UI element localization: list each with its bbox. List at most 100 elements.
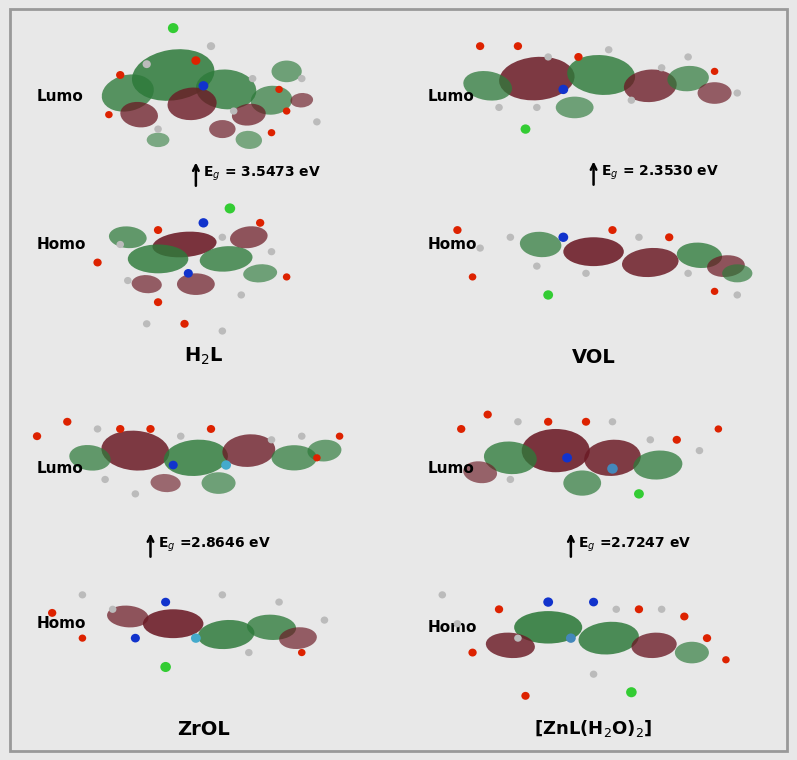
Circle shape <box>222 461 231 470</box>
Ellipse shape <box>308 440 341 461</box>
Circle shape <box>218 591 226 598</box>
Circle shape <box>634 605 643 613</box>
Circle shape <box>230 107 238 115</box>
Circle shape <box>520 125 531 134</box>
Circle shape <box>589 598 598 606</box>
Circle shape <box>116 425 124 433</box>
Circle shape <box>116 241 124 248</box>
Ellipse shape <box>109 226 147 249</box>
Ellipse shape <box>232 103 265 125</box>
Circle shape <box>207 425 215 433</box>
Ellipse shape <box>152 232 217 258</box>
Circle shape <box>562 453 572 463</box>
Ellipse shape <box>147 133 170 147</box>
Circle shape <box>495 104 503 111</box>
Circle shape <box>477 245 484 252</box>
Ellipse shape <box>667 66 709 91</box>
Ellipse shape <box>128 245 188 274</box>
Ellipse shape <box>675 641 709 663</box>
Ellipse shape <box>151 474 181 492</box>
Ellipse shape <box>236 131 262 149</box>
Circle shape <box>79 591 86 598</box>
Circle shape <box>609 418 616 426</box>
Circle shape <box>94 426 101 432</box>
Text: Homo: Homo <box>37 616 86 632</box>
Circle shape <box>154 298 163 306</box>
Ellipse shape <box>634 451 682 480</box>
Circle shape <box>733 90 741 97</box>
Circle shape <box>298 432 305 440</box>
Circle shape <box>703 634 711 642</box>
Ellipse shape <box>624 69 677 102</box>
Circle shape <box>33 432 41 440</box>
Circle shape <box>507 476 514 483</box>
Text: Lumo: Lumo <box>37 89 84 104</box>
Ellipse shape <box>132 275 162 293</box>
Circle shape <box>177 432 185 440</box>
Circle shape <box>559 233 568 242</box>
Ellipse shape <box>107 606 148 628</box>
Ellipse shape <box>196 69 257 109</box>
Circle shape <box>626 687 637 697</box>
Ellipse shape <box>514 611 583 644</box>
Ellipse shape <box>279 627 317 649</box>
Circle shape <box>109 606 116 613</box>
Ellipse shape <box>209 120 236 138</box>
Circle shape <box>495 605 503 613</box>
Circle shape <box>646 436 654 443</box>
Circle shape <box>191 56 200 65</box>
Text: E$_g$ =2.8646 eV: E$_g$ =2.8646 eV <box>158 536 271 554</box>
Ellipse shape <box>631 632 677 658</box>
Text: Lumo: Lumo <box>427 461 474 477</box>
Ellipse shape <box>120 102 158 128</box>
Ellipse shape <box>697 82 732 104</box>
Ellipse shape <box>463 71 512 100</box>
Circle shape <box>313 454 320 461</box>
Circle shape <box>634 489 644 499</box>
FancyBboxPatch shape <box>10 9 787 751</box>
Circle shape <box>336 432 344 440</box>
Circle shape <box>521 692 530 700</box>
Ellipse shape <box>69 445 111 470</box>
Ellipse shape <box>198 620 254 649</box>
Circle shape <box>605 46 612 53</box>
Circle shape <box>93 258 102 267</box>
Circle shape <box>696 447 703 454</box>
Circle shape <box>711 68 718 75</box>
Circle shape <box>533 104 540 111</box>
Circle shape <box>161 598 170 606</box>
Circle shape <box>154 226 163 234</box>
Circle shape <box>245 649 253 656</box>
Circle shape <box>590 670 597 678</box>
Circle shape <box>105 111 112 119</box>
Ellipse shape <box>622 248 678 277</box>
Circle shape <box>607 464 618 473</box>
Text: E$_g$ = 3.5473 eV: E$_g$ = 3.5473 eV <box>203 165 321 183</box>
Circle shape <box>160 662 171 672</box>
Circle shape <box>256 219 265 226</box>
Circle shape <box>238 291 245 299</box>
Circle shape <box>184 269 193 277</box>
Text: Lumo: Lumo <box>427 89 474 104</box>
Ellipse shape <box>132 49 214 101</box>
Text: Lumo: Lumo <box>37 461 84 477</box>
Circle shape <box>298 75 305 82</box>
Circle shape <box>507 233 514 241</box>
Ellipse shape <box>484 442 537 474</box>
Circle shape <box>191 633 201 643</box>
Circle shape <box>218 233 226 241</box>
Circle shape <box>582 418 590 426</box>
Ellipse shape <box>463 461 497 483</box>
Ellipse shape <box>556 97 594 119</box>
Circle shape <box>722 656 730 663</box>
Circle shape <box>685 270 692 277</box>
Circle shape <box>658 64 665 71</box>
Circle shape <box>514 635 522 641</box>
Ellipse shape <box>202 472 236 494</box>
Ellipse shape <box>247 615 296 640</box>
Circle shape <box>48 609 57 617</box>
Text: VOL: VOL <box>571 348 615 367</box>
Ellipse shape <box>290 93 313 107</box>
Circle shape <box>249 75 257 82</box>
Text: [ZnL(H$_2$O)$_2$]: [ZnL(H$_2$O)$_2$] <box>534 718 653 739</box>
